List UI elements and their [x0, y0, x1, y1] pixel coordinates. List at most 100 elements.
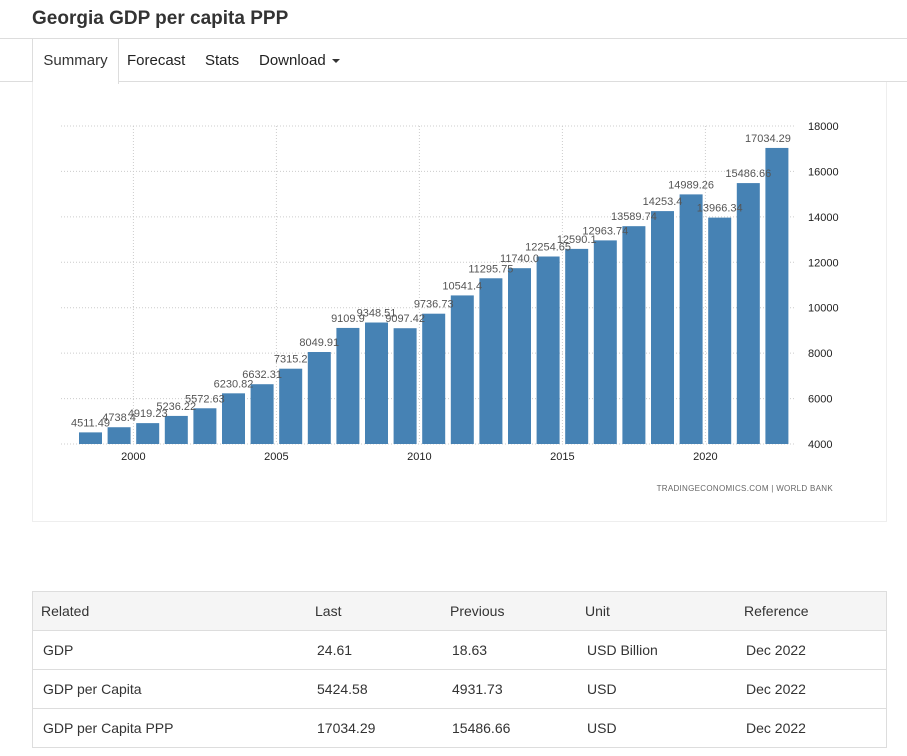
bar[interactable] [336, 327, 360, 444]
cell-reference: Dec 2022 [736, 708, 887, 748]
y-tick-label: 18000 [808, 121, 839, 133]
bar[interactable] [679, 194, 703, 444]
bar[interactable] [708, 217, 732, 444]
bar[interactable] [250, 384, 274, 444]
tab-stats[interactable]: Stats [205, 52, 240, 69]
data-label: 14253.4 [643, 196, 683, 208]
table-row[interactable]: GDP per Capita 5424.58 4931.73 USD Dec 2… [32, 669, 887, 709]
chart-bars [79, 147, 789, 444]
data-label: 5572.63 [185, 393, 225, 405]
cell-unit: USD [577, 669, 736, 709]
cell-previous: 18.63 [442, 630, 577, 670]
bar[interactable] [622, 226, 646, 444]
x-tick-label: 2010 [407, 451, 431, 463]
bar[interactable] [736, 183, 760, 444]
bar[interactable] [393, 328, 417, 444]
page-title: Georgia GDP per capita PPP [32, 8, 289, 29]
th-related: Related [32, 591, 307, 631]
bar[interactable] [593, 240, 617, 444]
cell-last: 17034.29 [307, 708, 442, 748]
th-previous: Previous [442, 591, 577, 631]
related-table: Related Last Previous Unit Reference GDP… [32, 591, 887, 748]
tab-summary[interactable]: Summary [32, 39, 119, 84]
tab-forecast[interactable]: Forecast [127, 52, 186, 69]
cell-unit: USD Billion [577, 630, 736, 670]
data-label: 9097.42 [385, 313, 425, 325]
chart-container: 4511.49 4738.4 4919.23 5236.22 5572.63 6230.8… [32, 82, 887, 522]
bar[interactable] [164, 415, 188, 444]
th-last: Last [307, 591, 442, 631]
data-label: 12254.65 [525, 242, 571, 254]
bar[interactable] [450, 295, 474, 444]
data-label: 5236.22 [156, 401, 196, 413]
bar[interactable] [422, 313, 446, 444]
data-label: 7315.2 [274, 354, 308, 366]
data-label: 12963.74 [582, 225, 628, 237]
bar[interactable] [222, 393, 245, 444]
bar[interactable] [193, 408, 217, 444]
bar[interactable] [651, 211, 674, 444]
bar[interactable] [79, 432, 102, 444]
table-row[interactable]: GDP per Capita PPP 17034.29 15486.66 USD… [32, 708, 887, 748]
cell-last: 5424.58 [307, 669, 442, 709]
data-label: 13589.74 [611, 211, 657, 223]
y-tick-label: 10000 [808, 303, 839, 315]
data-label: 15486.66 [725, 168, 771, 180]
x-tick-label: 2000 [121, 451, 145, 463]
x-tick-label: 2005 [264, 451, 288, 463]
cell-related[interactable]: GDP per Capita [32, 669, 307, 709]
bar[interactable] [307, 352, 331, 444]
bar[interactable] [365, 322, 388, 444]
data-label: 9736.73 [414, 299, 454, 311]
data-label: 9348.51 [357, 308, 397, 320]
y-tick-label: 6000 [808, 394, 832, 406]
bar[interactable] [136, 423, 160, 444]
table-header-row: Related Last Previous Unit Reference [32, 591, 887, 631]
data-label: 4511.49 [71, 417, 110, 429]
cell-related[interactable]: GDP [32, 630, 307, 670]
data-label: 17034.29 [745, 133, 791, 145]
cell-previous: 4931.73 [442, 669, 577, 709]
cell-related[interactable]: GDP per Capita PPP [32, 708, 307, 748]
cell-last: 24.61 [307, 630, 442, 670]
tab-bar: Summary Forecast Stats Download [0, 38, 907, 84]
chart-y-ticks: 4000 6000 8000 10000 12000 14000 16000 18000 [808, 121, 839, 451]
y-tick-label: 14000 [808, 212, 839, 224]
bar[interactable] [279, 368, 303, 444]
data-label: 4738.4 [102, 412, 136, 424]
y-tick-label: 4000 [808, 439, 832, 451]
cell-reference: Dec 2022 [736, 630, 887, 670]
y-tick-label: 16000 [808, 166, 839, 178]
bar[interactable] [536, 256, 560, 444]
y-tick-label: 8000 [808, 348, 832, 360]
cell-reference: Dec 2022 [736, 669, 887, 709]
data-label: 10541.4 [442, 280, 482, 292]
data-label: 6632.31 [242, 369, 282, 381]
data-label: 6230.82 [214, 378, 254, 390]
data-label: 4919.23 [128, 408, 168, 420]
table-row[interactable]: GDP 24.61 18.63 USD Billion Dec 2022 [32, 630, 887, 670]
tab-download[interactable]: Download [259, 39, 340, 83]
y-tick-label: 12000 [808, 257, 839, 269]
data-label: 11740.0 [500, 253, 539, 265]
data-label: 9109.9 [331, 313, 365, 325]
data-label: 12590.1 [557, 234, 597, 246]
chart-source: TRADINGECONOMICS.COM | WORLD BANK [657, 484, 834, 493]
caret-down-icon [331, 59, 340, 64]
bar[interactable] [508, 268, 531, 444]
data-label: 13966.34 [697, 203, 743, 215]
th-reference: Reference [736, 591, 887, 631]
bar[interactable] [565, 248, 589, 444]
tab-download-label: Download [259, 52, 326, 69]
bar[interactable] [765, 147, 789, 444]
data-label: 14989.26 [668, 179, 714, 191]
bar[interactable] [479, 278, 503, 444]
chart-x-ticks: 2000 2005 2010 2015 2020 [121, 451, 717, 463]
cell-previous: 15486.66 [442, 708, 577, 748]
bar[interactable] [107, 427, 131, 444]
data-label: 8049.91 [299, 337, 339, 349]
cell-unit: USD [577, 708, 736, 748]
x-tick-label: 2020 [693, 451, 717, 463]
